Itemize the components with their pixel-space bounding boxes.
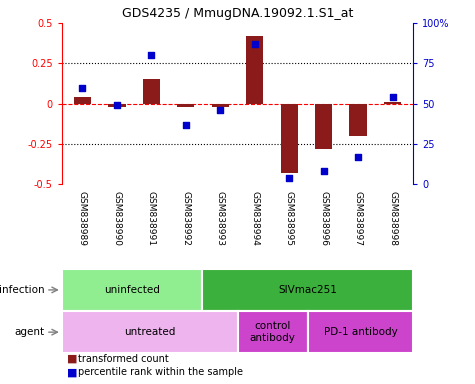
Bar <box>74 97 91 104</box>
Text: ■: ■ <box>66 354 77 364</box>
Point <box>182 122 190 128</box>
Text: GSM838989: GSM838989 <box>78 191 87 246</box>
Bar <box>62 269 202 311</box>
Text: transformed count: transformed count <box>78 354 169 364</box>
Bar <box>281 104 298 173</box>
Bar <box>108 104 125 107</box>
Text: GSM838997: GSM838997 <box>353 191 362 246</box>
Text: uninfected: uninfected <box>104 285 160 295</box>
Bar <box>142 79 160 104</box>
Text: SIVmac251: SIVmac251 <box>278 285 337 295</box>
Point <box>251 41 258 47</box>
Bar <box>350 104 367 136</box>
Text: PD-1 antibody: PD-1 antibody <box>323 327 398 337</box>
Bar <box>246 36 263 104</box>
Text: GSM838991: GSM838991 <box>147 191 156 246</box>
Point <box>79 84 86 91</box>
Text: GSM838992: GSM838992 <box>181 191 190 246</box>
Text: GSM838996: GSM838996 <box>319 191 328 246</box>
Point <box>148 52 155 58</box>
Bar <box>384 102 401 104</box>
Text: GSM838990: GSM838990 <box>113 191 122 246</box>
Title: GDS4235 / MmugDNA.19092.1.S1_at: GDS4235 / MmugDNA.19092.1.S1_at <box>122 7 353 20</box>
Text: GSM838995: GSM838995 <box>285 191 294 246</box>
Point <box>285 175 293 181</box>
Point <box>320 168 327 174</box>
Point <box>389 94 396 100</box>
Bar <box>238 311 308 353</box>
Text: GSM838993: GSM838993 <box>216 191 225 246</box>
Bar <box>62 311 238 353</box>
Text: GSM838998: GSM838998 <box>388 191 397 246</box>
Point <box>354 154 362 160</box>
Point <box>113 102 121 108</box>
Bar <box>212 104 229 107</box>
Text: infection: infection <box>0 285 44 295</box>
Bar <box>308 311 413 353</box>
Text: ■: ■ <box>66 367 77 377</box>
Text: percentile rank within the sample: percentile rank within the sample <box>78 367 243 377</box>
Text: agent: agent <box>14 327 44 337</box>
Text: untreated: untreated <box>124 327 175 337</box>
Point <box>217 107 224 113</box>
Text: control
antibody: control antibody <box>250 321 295 343</box>
Bar <box>177 104 194 107</box>
Bar <box>202 269 413 311</box>
Text: GSM838994: GSM838994 <box>250 191 259 246</box>
Bar <box>315 104 332 149</box>
